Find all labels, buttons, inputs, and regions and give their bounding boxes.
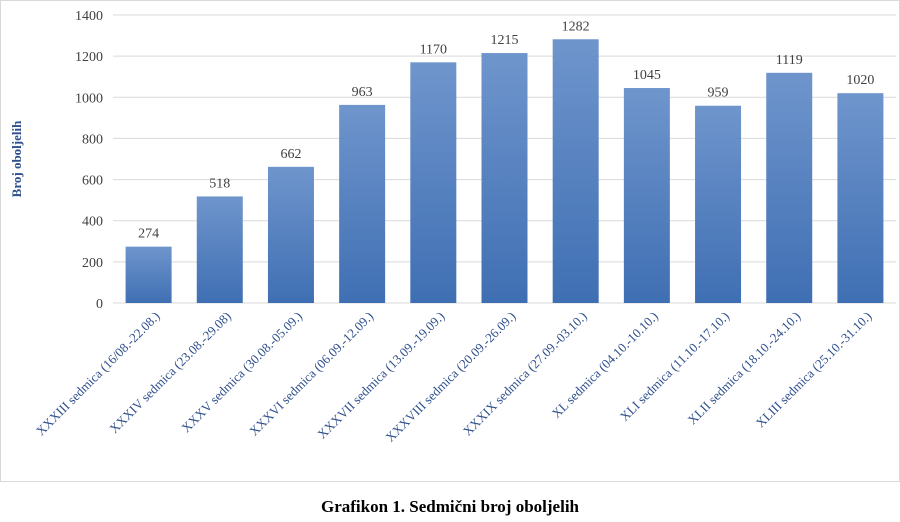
bar [695, 105, 742, 303]
bar [267, 166, 314, 303]
chart-frame: 0 200 400 600 800 1000 1200 1400 274 518 662 963 11… [0, 0, 900, 482]
y-axis-ticks: 0 200 400 600 800 1000 1200 1400 [75, 9, 103, 312]
x-tick-label: XXXIII sedmica (16/08.-22.08.) [33, 309, 163, 439]
y-tick-label: 400 [82, 215, 103, 230]
data-labels: 274 518 662 963 1170 1215 1282 1045 959 1119 1020 [138, 19, 874, 241]
data-label: 963 [352, 85, 373, 100]
y-tick-label: 1400 [75, 9, 103, 24]
data-label: 1170 [420, 42, 447, 57]
y-tick-label: 0 [96, 297, 103, 312]
x-tick-label: XXXVI sedmica (06.09.-12.09.) [246, 309, 376, 439]
x-axis-ticks: XXXIII sedmica (16/08.-22.08.)XXXIV sedm… [33, 309, 875, 445]
data-label: 1045 [633, 68, 661, 83]
y-tick-label: 1200 [75, 50, 103, 65]
bar [552, 39, 599, 303]
x-tick-label: XXXIX sedmica (27.09.-03.10.) [460, 309, 590, 439]
data-label: 662 [280, 147, 301, 162]
bar [339, 104, 386, 303]
bar [481, 53, 528, 303]
data-label: 518 [209, 176, 230, 191]
bar [766, 72, 813, 303]
x-tick-label: XLII sedmica (18.10.-24.10.) [684, 309, 803, 428]
y-tick-label: 600 [82, 174, 103, 189]
y-tick-label: 1000 [75, 91, 103, 106]
data-label: 959 [708, 86, 729, 101]
y-tick-label: 800 [82, 132, 103, 147]
bar [837, 93, 884, 304]
bars [125, 39, 884, 304]
x-tick-label: XXXV sedmica (30.08.-05.09.) [178, 309, 305, 436]
data-label: 274 [138, 227, 159, 242]
y-tick-label: 200 [82, 256, 103, 271]
x-tick-label: XXXVII sedmica (13.09.-19.09.) [314, 309, 447, 442]
data-label: 1119 [776, 53, 803, 68]
y-axis-label: Broj oboljelih [9, 120, 24, 197]
data-label: 1020 [846, 73, 874, 88]
bar [196, 196, 243, 303]
figure-caption: Grafikon 1. Sedmični broj oboljelih [320, 497, 579, 516]
bar [623, 88, 670, 304]
x-tick-label: XXXIV sedmica (23.08.-29.08) [106, 309, 234, 437]
bar [410, 62, 457, 303]
bar-chart: 0 200 400 600 800 1000 1200 1400 274 518 662 963 11… [9, 9, 896, 445]
data-label: 1215 [491, 33, 519, 48]
bar [125, 246, 172, 303]
data-label: 1282 [562, 19, 590, 34]
x-tick-label: XXXVIII sedmica (20.09.-26.09.) [382, 309, 518, 445]
x-tick-label: XLIII sedmica (25.10.-31.10.) [753, 309, 875, 431]
